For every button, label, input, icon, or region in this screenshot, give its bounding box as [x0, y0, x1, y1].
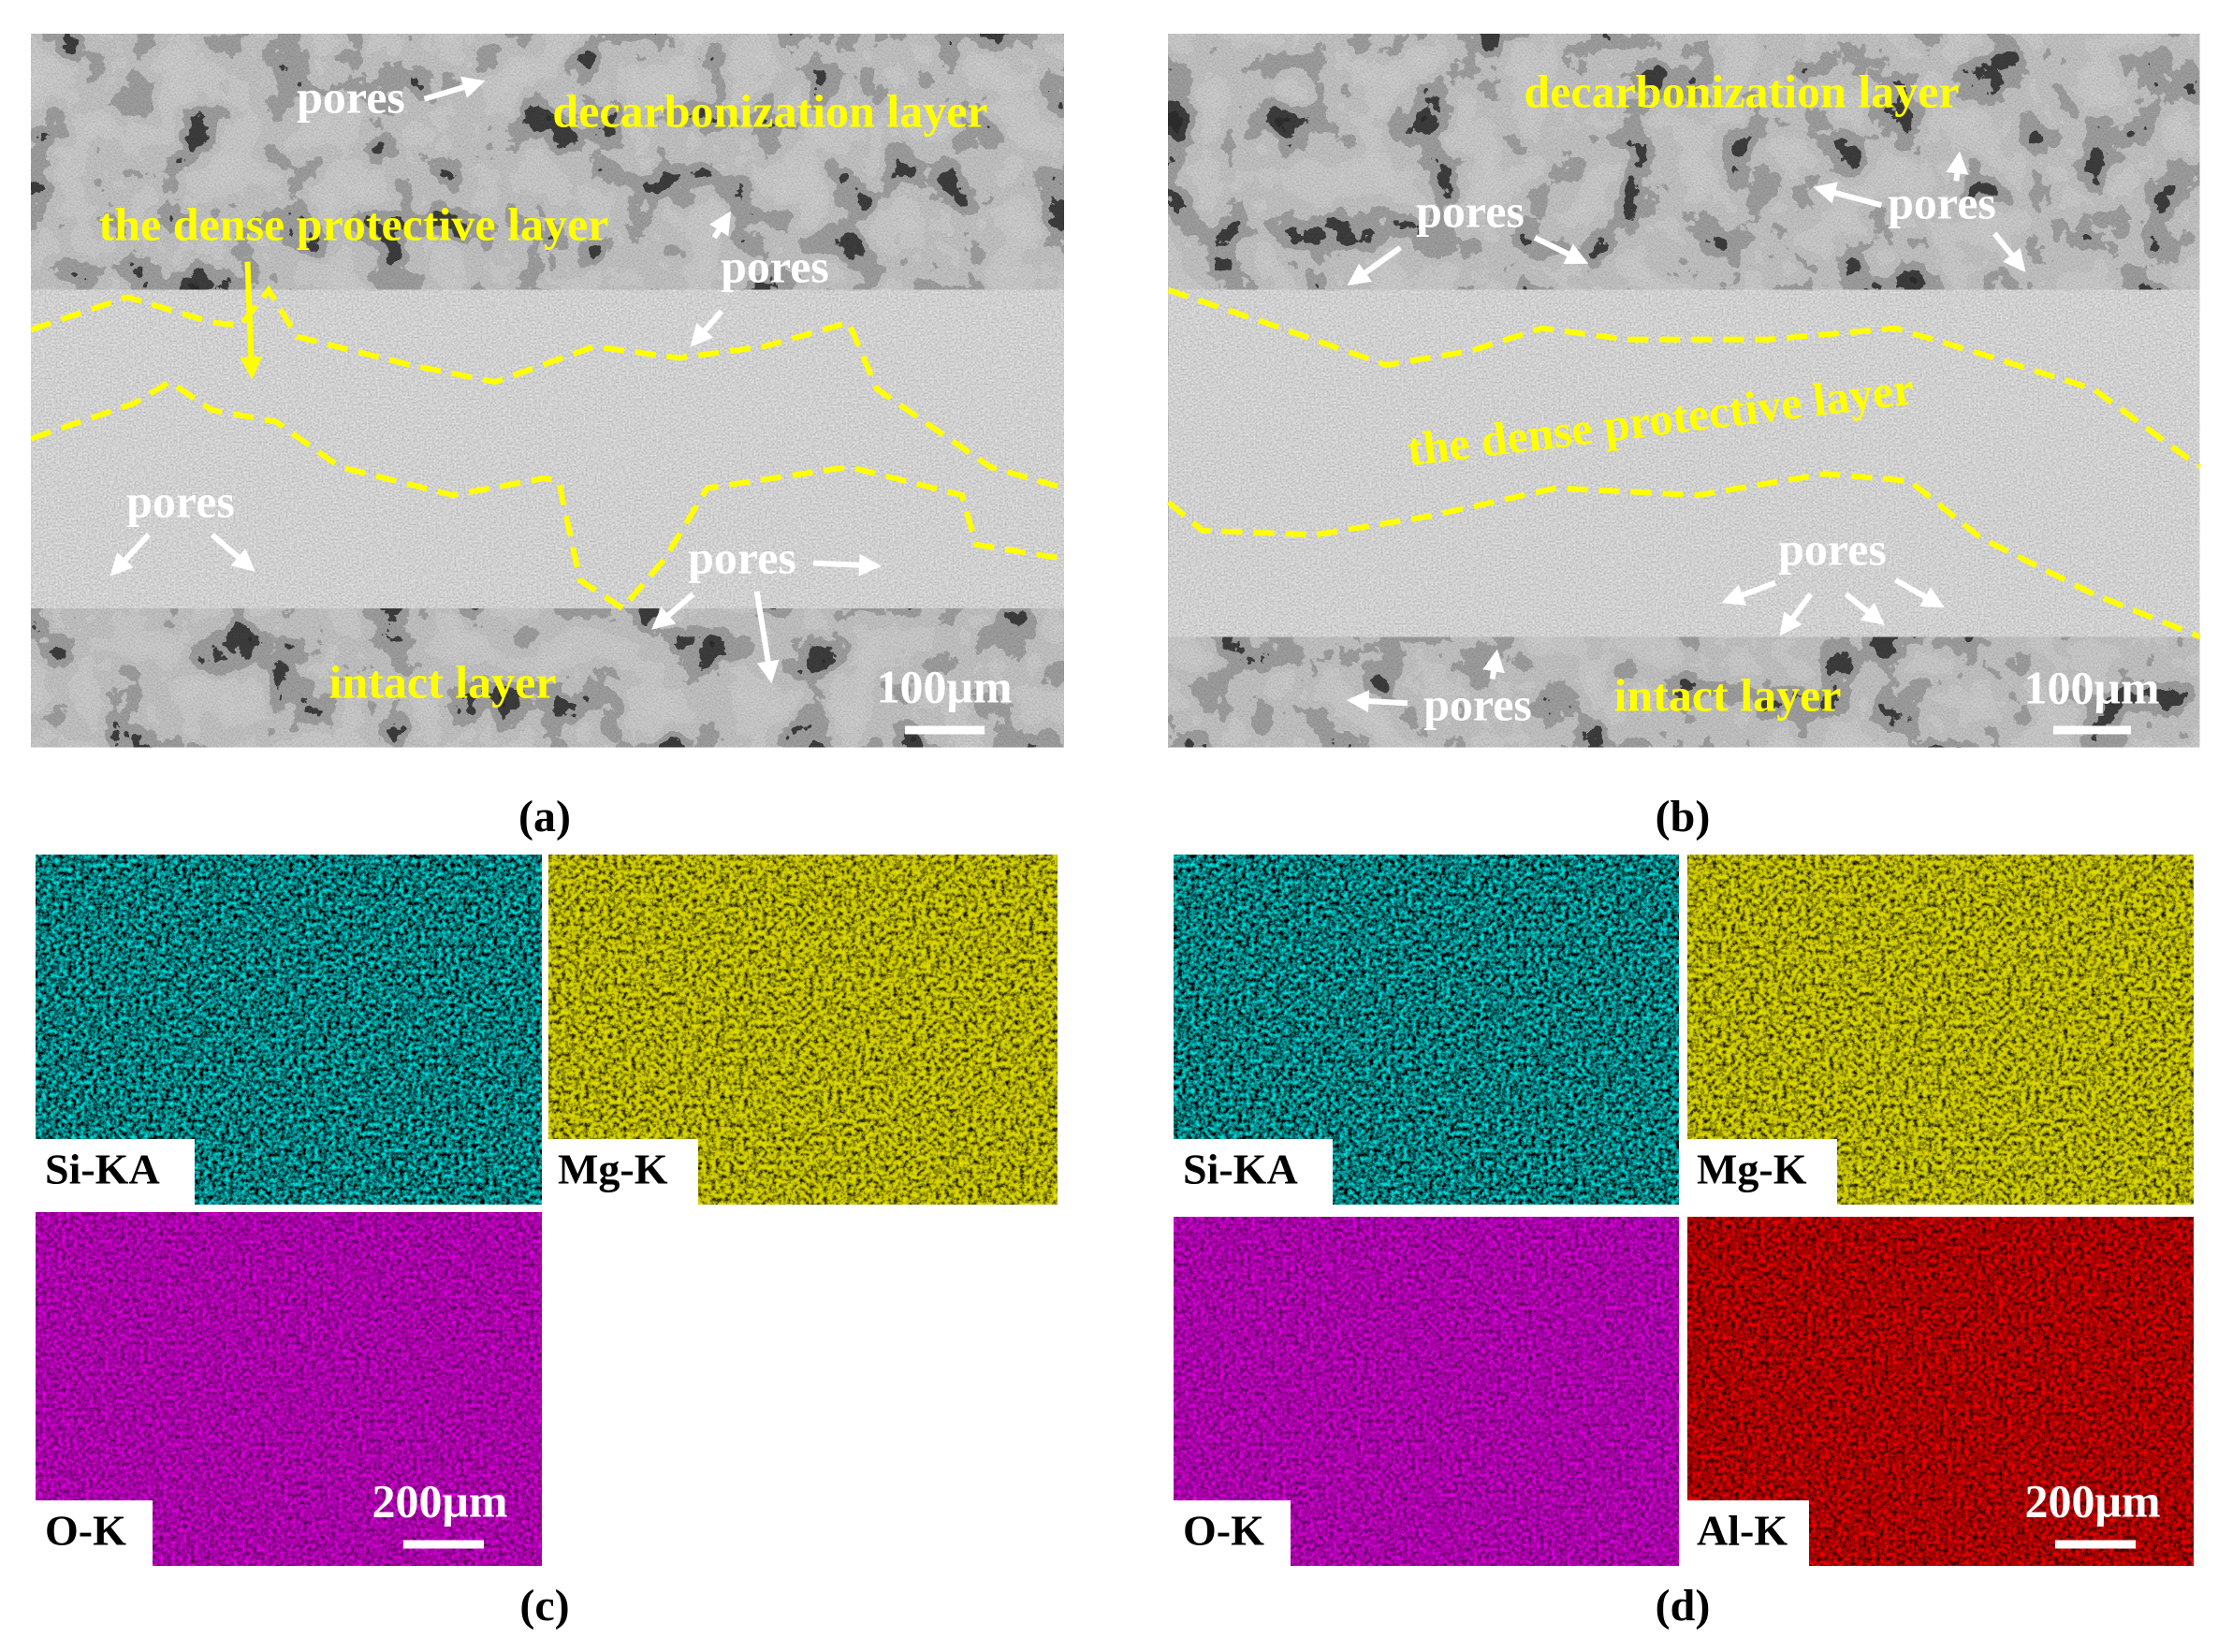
annotation: pores — [688, 531, 796, 583]
map-label-box — [1687, 1500, 1809, 1566]
arrow — [1893, 577, 1945, 608]
map-label: Al-K — [1697, 1507, 1788, 1555]
panel-label: (a) — [518, 792, 571, 841]
arrow — [651, 592, 695, 630]
annotation: pores — [1778, 522, 1887, 575]
dense-layer — [31, 289, 1064, 608]
annotation: intact layer — [329, 655, 557, 708]
map-label: O-K — [45, 1507, 126, 1555]
map-label: O-K — [1183, 1507, 1264, 1555]
annotation: pores — [721, 240, 829, 292]
map-label: Mg-K — [558, 1146, 668, 1193]
arrow — [1946, 151, 1969, 182]
scale-bar-label: 200μm — [2025, 1474, 2161, 1527]
scale-bar-label: 100μm — [877, 660, 1013, 712]
arrow — [210, 533, 255, 572]
arrow — [1533, 235, 1589, 265]
arrow — [709, 211, 731, 240]
arrow — [690, 309, 724, 347]
boundary-line — [30, 378, 1065, 612]
annotation: pores — [126, 475, 235, 527]
boundary-line — [1166, 471, 2201, 639]
map-label: Mg-K — [1697, 1146, 1807, 1193]
annotation: the dense protective layer — [99, 197, 609, 250]
arrow — [1482, 649, 1505, 680]
arrow — [1813, 182, 1883, 209]
map-label-box — [36, 1139, 195, 1205]
boundary-line — [1167, 287, 2202, 470]
arrow — [1992, 231, 2026, 272]
arrow — [1779, 592, 1814, 636]
scale-bar-label: 200μm — [372, 1474, 508, 1527]
arrow — [1346, 690, 1408, 713]
annotation: pores — [1888, 176, 1996, 228]
scale-bar-label: 100μm — [2024, 661, 2160, 713]
arrow — [753, 591, 780, 684]
annotation: pores — [1423, 678, 1532, 730]
arrow — [1721, 579, 1776, 606]
arrow — [1347, 245, 1403, 286]
annotation: pores — [297, 70, 405, 123]
annotation: intact layer — [1614, 668, 1842, 721]
panel-label: (c) — [519, 1581, 569, 1630]
dense-layer — [1168, 289, 2200, 637]
map-label-box — [36, 1500, 153, 1566]
arrow — [1844, 592, 1886, 626]
arrow — [812, 553, 882, 577]
map-label: Si-KA — [1183, 1146, 1298, 1193]
arrow — [240, 261, 263, 380]
map-label-box — [1687, 1139, 1837, 1205]
map-label: Si-KA — [45, 1146, 160, 1193]
map-label-box — [1174, 1500, 1291, 1566]
panel-label: (b) — [1656, 792, 1711, 841]
annotation: decarbonization layer — [552, 84, 987, 137]
map-label-box — [548, 1139, 698, 1205]
arrow — [423, 76, 486, 102]
annotation: pores — [1416, 184, 1525, 237]
boundary-line — [30, 285, 1065, 491]
arrow — [109, 533, 151, 577]
map-label-box — [1174, 1139, 1333, 1205]
annotation: decarbonization layer — [1524, 65, 1959, 117]
panel-label: (d) — [1656, 1581, 1711, 1630]
